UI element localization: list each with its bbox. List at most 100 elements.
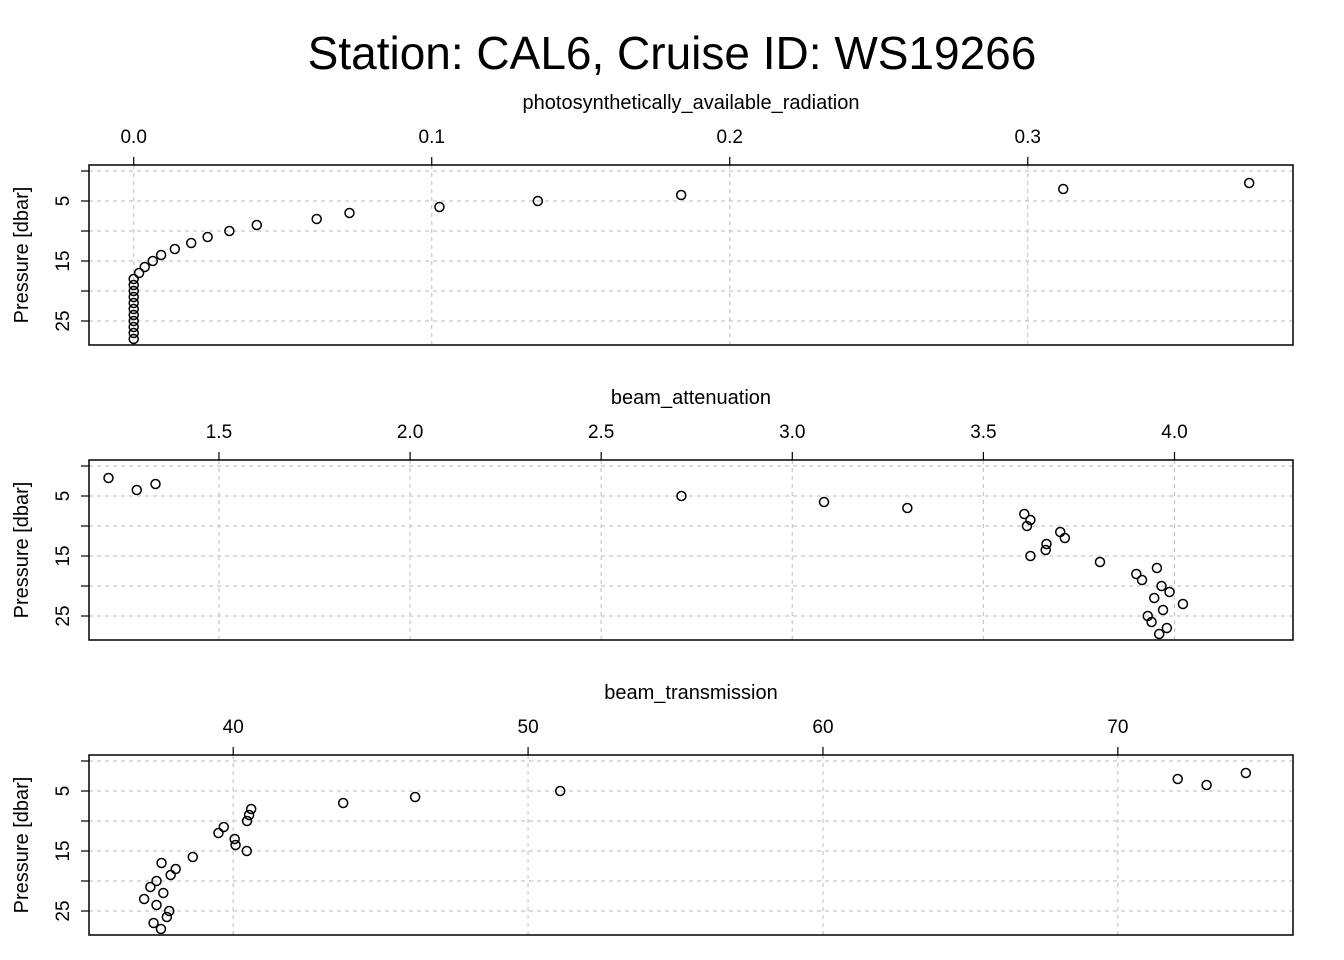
y-axis-label: Pressure [dbar] [11, 187, 33, 324]
y-tick-label: 5 [53, 196, 74, 207]
data-point [1153, 628, 1165, 640]
data-point [128, 279, 139, 291]
data-point [1156, 580, 1167, 592]
data-point [133, 267, 145, 279]
x-tick-label: 70 [1107, 717, 1128, 738]
data-point [202, 231, 213, 243]
data-point [131, 484, 143, 496]
data-point [1243, 177, 1255, 189]
data-point [187, 851, 199, 863]
data-point [139, 261, 150, 273]
x-tick-label: 40 [223, 717, 244, 738]
x-tick-label: 50 [518, 717, 539, 738]
data-point [1021, 520, 1033, 532]
data-point [1172, 773, 1183, 785]
data-point [434, 201, 445, 213]
x-axis-label: beam_attenuation [611, 387, 771, 409]
x-tick-label: 1.5 [206, 422, 232, 443]
chart-panel-1: 0.0 0.1 0.2 0.3 5 15 25 photosynthetically_avai… [11, 92, 1294, 346]
data-point [243, 809, 255, 821]
x-tick-label: 0.0 [120, 127, 146, 148]
data-point [156, 857, 167, 869]
x-tick-label: 2.5 [588, 422, 614, 443]
data-point [1177, 598, 1189, 610]
data-point [532, 195, 544, 207]
data-point [128, 297, 139, 309]
data-point [148, 917, 159, 929]
data-point [147, 255, 159, 267]
data-point [1041, 538, 1052, 550]
data-point [128, 285, 139, 297]
x-tick-label: 60 [812, 717, 833, 738]
x-tick-label: 4.0 [1161, 422, 1187, 443]
data-point [128, 309, 139, 321]
data-point [676, 490, 687, 502]
y-tick-label: 15 [53, 250, 74, 271]
data-point [245, 803, 257, 815]
y-axis-label: Pressure [dbar] [11, 482, 33, 619]
data-point [128, 327, 139, 339]
data-point [158, 887, 169, 899]
data-point [409, 791, 421, 803]
data-point [1164, 586, 1175, 598]
data-point [138, 893, 150, 905]
y-tick-label: 5 [53, 491, 74, 502]
data-point [251, 219, 263, 231]
data-point [818, 496, 830, 508]
data-point [128, 321, 139, 333]
x-tick-label: 0.3 [1015, 127, 1041, 148]
data-point [169, 243, 181, 255]
chart-panels: 0.0 0.1 0.2 0.3 5 15 25 photosynthetically_avai… [11, 92, 1294, 936]
plot-frame [88, 164, 1294, 346]
data-point [902, 502, 913, 514]
x-tick-label: 0.2 [717, 127, 743, 148]
x-tick-label: 3.5 [970, 422, 996, 443]
data-point [1240, 767, 1252, 779]
data-point [128, 303, 139, 315]
x-axis-label: beam_transmission [604, 682, 777, 704]
chart-panel-2: 1.5 2.0 2.5 3.0 3.5 4.0 5 15 25 beam_attenuation P… [11, 387, 1294, 641]
data-point [155, 249, 167, 261]
data-point [150, 478, 161, 490]
data-point [1057, 183, 1069, 195]
data-point [128, 273, 139, 285]
data-point [128, 291, 139, 303]
data-point [163, 905, 175, 917]
data-point [1136, 574, 1148, 586]
y-tick-label: 25 [53, 605, 74, 626]
data-point [229, 833, 240, 845]
data-point [165, 869, 176, 881]
y-axis-label: Pressure [dbar] [11, 777, 33, 914]
data-point [151, 875, 162, 887]
plot-frame [88, 754, 1294, 936]
data-point [1146, 616, 1157, 628]
data-point [241, 845, 253, 857]
y-tick-label: 5 [53, 786, 74, 797]
data-point [675, 189, 687, 201]
data-point [218, 821, 230, 833]
x-tick-label: 0.1 [419, 127, 445, 148]
data-point [213, 827, 224, 839]
data-point [241, 815, 253, 827]
data-point [1161, 622, 1173, 634]
data-point [185, 237, 197, 249]
y-tick-label: 25 [53, 310, 74, 331]
chart-panel-3: 40 50 60 70 5 15 25 beam_transmission Pressure [… [11, 682, 1294, 936]
chart-title: Station: CAL6, Cruise ID: WS19266 [308, 27, 1037, 79]
data-point [1157, 604, 1169, 616]
y-tick-label: 25 [53, 900, 74, 921]
data-point [128, 333, 139, 345]
data-point [155, 923, 167, 935]
x-tick-label: 3.0 [779, 422, 805, 443]
data-point [170, 863, 181, 875]
data-point [1025, 550, 1036, 562]
data-point [1201, 779, 1212, 791]
data-point [230, 839, 241, 851]
x-axis-label: photosynthetically_available_radiation [523, 92, 860, 114]
data-point [224, 225, 235, 237]
data-point [311, 213, 322, 225]
data-point [1094, 556, 1106, 568]
data-point [1059, 532, 1071, 544]
data-point [103, 472, 114, 484]
